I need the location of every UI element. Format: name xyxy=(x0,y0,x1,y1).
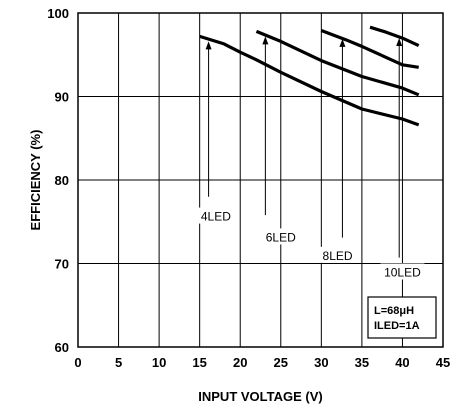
annotation-label: 6LED xyxy=(266,230,296,244)
x-tick-label: 5 xyxy=(115,355,122,370)
annotation-label-bg xyxy=(380,263,425,280)
y-tick-label: 70 xyxy=(55,257,69,272)
x-axis-label: INPUT VOLTAGE (V) xyxy=(198,389,322,404)
series-line-8led xyxy=(320,29,419,69)
series-line-6led xyxy=(255,29,420,97)
x-tick-label: 45 xyxy=(436,355,450,370)
legend-frame xyxy=(367,296,437,339)
plot-frame xyxy=(77,12,444,348)
x-tick-label: 30 xyxy=(314,355,328,370)
series-lines xyxy=(199,25,420,127)
x-tick-label: 15 xyxy=(192,355,206,370)
series-line-10led xyxy=(369,25,420,48)
legend-line: ILED=1A xyxy=(374,320,420,332)
y-tick-label: 90 xyxy=(55,90,69,105)
y-axis-label: EFFICIENCY (%) xyxy=(28,130,43,231)
y-tick-label: 100 xyxy=(47,6,69,21)
legend-box: L=68μH ILED=1A xyxy=(367,296,437,339)
y-tick-labels: 60 70 80 90 100 xyxy=(47,6,69,355)
x-tick-label: 35 xyxy=(355,355,369,370)
annotation-arrowhead xyxy=(339,38,346,47)
annotation-label: 4LED xyxy=(201,210,231,224)
y-tick-label: 60 xyxy=(55,340,69,355)
legend-line: L=68μH xyxy=(374,305,414,317)
x-tick-label: 0 xyxy=(74,355,81,370)
x-tick-label: 40 xyxy=(395,355,409,370)
x-tick-label: 25 xyxy=(274,355,288,370)
x-tick-label: 10 xyxy=(152,355,166,370)
annotation-arrowhead xyxy=(396,38,403,47)
annotation-label-bg xyxy=(258,228,303,245)
annotations: 4LED 6LED 8LED 10LED xyxy=(193,36,425,280)
annotation-arrowhead xyxy=(262,36,269,45)
annotation-label-bg xyxy=(193,207,238,224)
y-tick-label: 80 xyxy=(55,173,69,188)
annotation-label-bg xyxy=(315,246,360,263)
x-tick-label: 20 xyxy=(233,355,247,370)
annotation-arrowhead xyxy=(205,41,212,50)
series-line-4led xyxy=(199,34,420,127)
annotation-label: 8LED xyxy=(323,249,353,263)
x-tick-labels: 0 5 10 15 20 25 30 35 40 45 xyxy=(74,355,450,370)
annotation-label: 10LED xyxy=(384,266,421,280)
